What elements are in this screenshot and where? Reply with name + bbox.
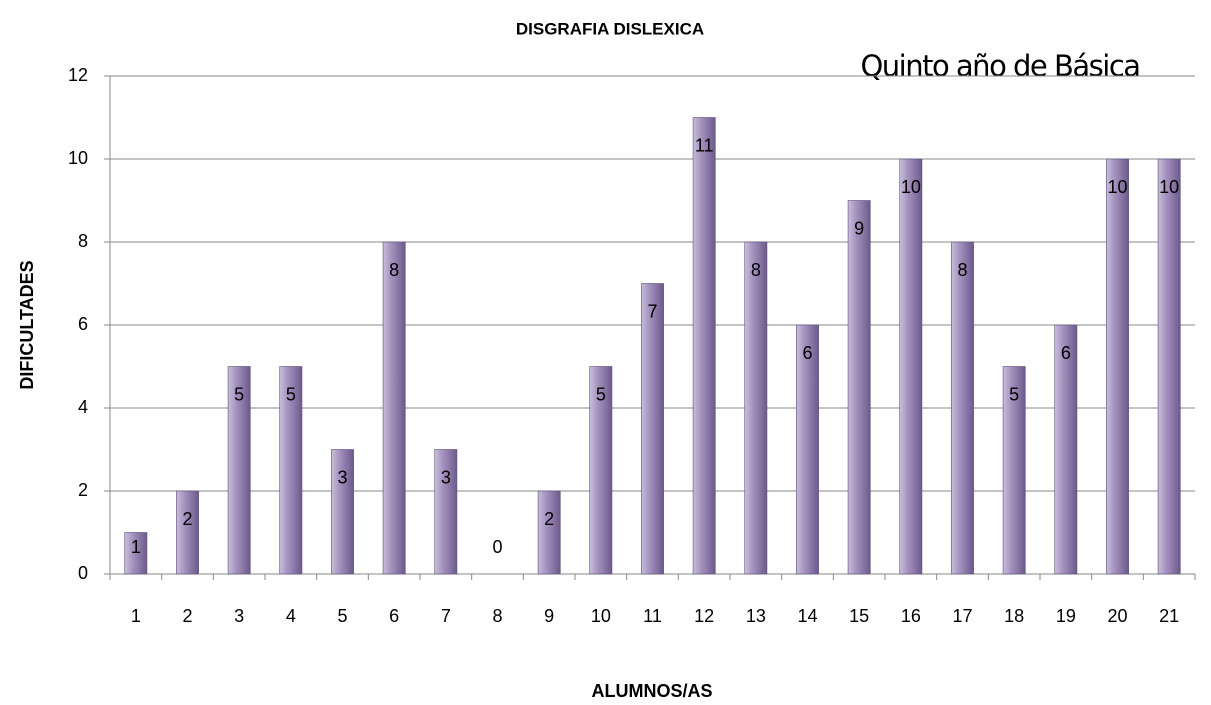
x-tick-label: 20 (1107, 606, 1127, 626)
bar (589, 366, 613, 575)
y-tick-label: 12 (68, 65, 88, 85)
bar (692, 117, 716, 575)
x-tick-label: 4 (286, 606, 296, 626)
x-tick-label: 16 (901, 606, 921, 626)
data-label: 0 (492, 537, 502, 557)
bar (124, 532, 148, 575)
x-tick-label: 5 (337, 606, 347, 626)
x-tick-label: 1 (131, 606, 141, 626)
y-tick-label: 0 (78, 563, 88, 583)
bar (1157, 158, 1181, 575)
bar (951, 241, 974, 575)
data-label: 5 (596, 384, 606, 404)
x-tick-label: 21 (1159, 606, 1179, 626)
x-tick-label: 18 (1004, 606, 1024, 626)
data-label: 2 (544, 509, 554, 529)
bar (176, 490, 199, 575)
y-tick-label: 2 (78, 480, 88, 500)
x-tick-label: 3 (234, 606, 244, 626)
data-label: 7 (647, 301, 657, 321)
x-tick-label: 11 (643, 606, 662, 626)
data-label: 3 (337, 467, 347, 487)
bar (847, 200, 871, 575)
annotation: Quinto año de Básica (860, 49, 1139, 83)
bar (1002, 366, 1026, 575)
x-tick-label: 12 (694, 606, 714, 626)
x-tick-label: 7 (441, 606, 451, 626)
data-label: 10 (1107, 177, 1127, 197)
data-label: 3 (441, 467, 451, 487)
x-tick-label: 9 (544, 606, 554, 626)
bar (227, 366, 251, 575)
bar (796, 324, 819, 575)
x-tick-label: 10 (591, 606, 611, 626)
bar (1106, 158, 1129, 575)
x-tick-label: 6 (389, 606, 399, 626)
y-tick-label: 10 (68, 148, 88, 168)
data-label: 10 (901, 177, 921, 197)
x-axis-label: ALUMNOS/AS (592, 681, 713, 701)
y-axis-label: DIFICULTADES (17, 260, 37, 389)
x-tick-label: 2 (182, 606, 192, 626)
data-label: 6 (1061, 343, 1071, 363)
data-label: 2 (182, 509, 192, 529)
bar (641, 283, 664, 575)
data-label: 11 (695, 135, 714, 155)
bar (899, 158, 923, 575)
y-tick-label: 8 (78, 231, 88, 251)
data-label: 8 (957, 260, 967, 280)
data-label: 1 (131, 537, 141, 557)
data-label: 5 (234, 384, 244, 404)
x-tick-label: 15 (849, 606, 869, 626)
data-label: 5 (286, 384, 296, 404)
bar (744, 241, 768, 575)
x-tick-label: 8 (492, 606, 502, 626)
data-label: 8 (751, 260, 761, 280)
y-tick-label: 6 (78, 314, 88, 334)
bar (434, 449, 458, 575)
bar (279, 366, 303, 575)
data-label: 8 (389, 260, 399, 280)
bar (1054, 324, 1078, 575)
x-tick-label: 17 (952, 606, 972, 626)
x-tick-label: 14 (797, 606, 817, 626)
data-label: 5 (1009, 384, 1019, 404)
x-tick-label: 19 (1056, 606, 1076, 626)
y-tick-label: 4 (78, 397, 88, 417)
x-tick-label: 13 (746, 606, 766, 626)
bar (537, 490, 561, 575)
bar (331, 449, 354, 575)
bar (382, 241, 406, 575)
data-label: 9 (854, 218, 864, 238)
data-label: 10 (1159, 177, 1179, 197)
data-label: 6 (802, 343, 812, 363)
chart-title: DISGRAFIA DISLEXICA (516, 19, 704, 38)
